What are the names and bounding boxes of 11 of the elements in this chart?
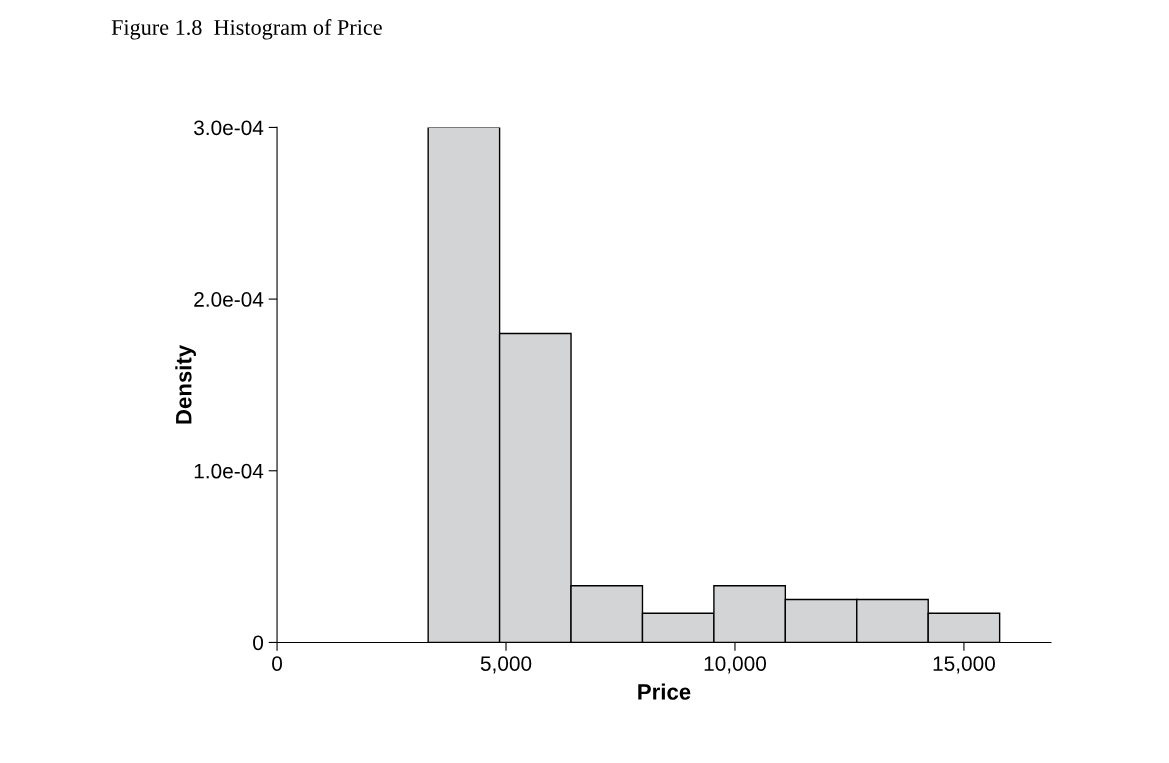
- x-tick-label: 15,000: [933, 656, 995, 674]
- x-tick-label: 5,000: [480, 656, 532, 674]
- x-axis-title: Price: [638, 683, 691, 700]
- y-tick-label: 0: [253, 635, 264, 651]
- y-axis-title: Density: [175, 344, 196, 424]
- y-tick-label: 2.0e-04: [194, 292, 264, 307]
- x-tick-label: 10,000: [704, 656, 767, 674]
- y-tick-label: 3.0e-04: [194, 120, 264, 136]
- x-tick-label: 0: [272, 656, 283, 671]
- chart-title: Figure 1.8 Histogram of Price: [111, 19, 382, 40]
- y-tick-label: 1.0e-04: [194, 463, 264, 479]
